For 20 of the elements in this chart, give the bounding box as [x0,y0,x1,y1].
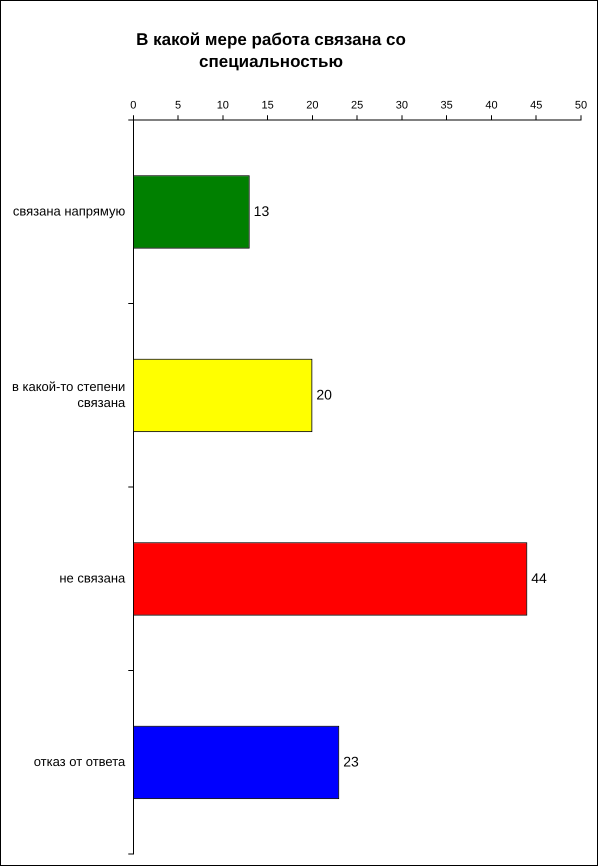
data-label: 23 [343,753,360,770]
x-tick-label: 10 [216,100,229,112]
x-tick-label: 40 [485,100,498,112]
x-tick-label: 25 [351,100,364,112]
data-label: 13 [254,202,270,219]
x-tick-label: 35 [440,100,453,112]
x-tick-label: 5 [174,100,182,112]
data-label: 20 [316,386,332,402]
y-tick-label: отказ от ответа [34,754,126,770]
y-tick-label: не связана [59,570,126,586]
x-tick-label: 20 [306,100,318,112]
chart-title: В какой мере работа связана со специальностью [135,29,407,73]
x-tick-label: 15 [261,100,274,112]
x-tick-label: 45 [530,100,542,112]
y-tick-label: связана напрямую [12,204,126,219]
data-label: 44 [531,570,548,586]
x-tick-label: 30 [396,100,408,112]
y-tick-label: в какой-то степени связана [12,379,126,410]
x-tick-label: 0 [130,100,136,112]
x-tick-label: 50 [574,100,588,112]
